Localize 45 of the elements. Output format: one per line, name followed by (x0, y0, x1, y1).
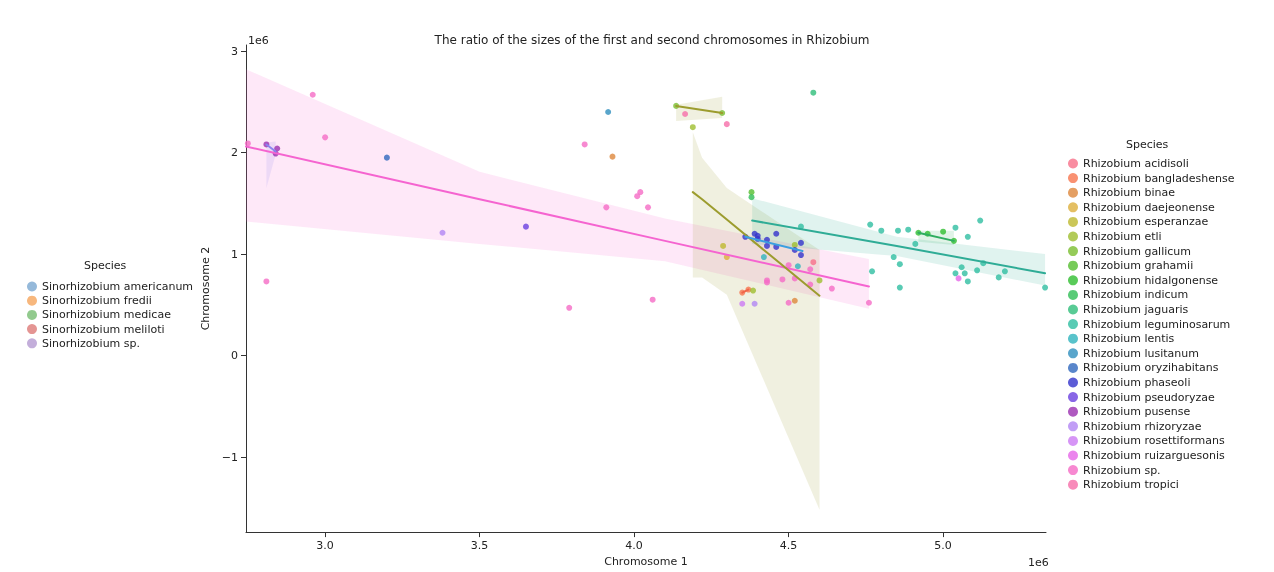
legend-label: Rhizobium esperanzae (1083, 215, 1209, 229)
y-axis-title: Chromosome 2 (198, 246, 212, 331)
legend-label: Rhizobium phaseoli (1083, 376, 1191, 389)
y-tick-label: 0 (231, 349, 238, 363)
legend-label: Rhizobium pusense (1083, 405, 1191, 419)
legend-label: Rhizobium lentis (1083, 332, 1175, 346)
y-tick-label: 3 (231, 44, 238, 58)
legend-label: Rhizobium acidisoli (1083, 157, 1189, 170)
legend-label: Rhizobium hidalgonense (1083, 273, 1219, 287)
x-axis-title: Chromosome 1 (604, 555, 688, 568)
legend-label: Rhizobium bangladeshense (1083, 171, 1235, 185)
x-tick-label: 5.0 (934, 539, 952, 553)
legend-label: Rhizobium gallicum (1083, 244, 1192, 258)
legend-label: Rhizobium rhizoryzae (1083, 419, 1202, 433)
legend-label: Sinorhizobium americanum (42, 280, 194, 293)
legend-title: Species (1126, 138, 1169, 151)
legend-label: Rhizobium rosettiformans (1083, 434, 1225, 448)
legend-label: Rhizobium daejeonense (1083, 200, 1215, 214)
legend-label: Rhizobium lusitanum (1083, 346, 1199, 360)
annotation: 1e6 (248, 34, 269, 47)
legend-label: Rhizobium etli (1083, 230, 1162, 243)
legend-label: Sinorhizobium sp. (42, 336, 141, 350)
y-tick-label: 1 (231, 247, 238, 261)
legend-label: Sinorhizobium medicae (42, 308, 172, 322)
legend-label: Rhizobium ruizarguesonis (1083, 449, 1225, 462)
y-tick-label: −1 (221, 450, 238, 464)
legend-label: Rhizobium indicum (1083, 288, 1189, 302)
text: 1e6 (1028, 556, 1049, 569)
legend-label: Rhizobium sp. (1083, 463, 1161, 477)
legend-title: Species (84, 259, 127, 272)
legend-label: Rhizobium pseudoryzae (1083, 390, 1216, 404)
x-tick-label: 4.5 (779, 539, 798, 553)
x-tick-label: 3.0 (316, 539, 334, 553)
legend-label: Sinorhizobium meliloti (42, 322, 165, 336)
legend-label: Rhizobium tropici (1083, 478, 1179, 492)
legend-label: Rhizobium oryzihabitans (1083, 361, 1219, 375)
legend-label: Rhizobium grahamii (1083, 259, 1194, 273)
legend-label: Rhizobium leguminosarum (1083, 317, 1231, 331)
chart-title: The ratio of the sizes of the first and second chromosomes in Rhizobium (433, 33, 870, 47)
legend-label: Rhizobium binae (1083, 186, 1176, 200)
legend-label: Sinorhizobium fredii (42, 294, 152, 308)
legend-label: Rhizobium jaguaris (1083, 303, 1189, 316)
x-tick-label: 4.0 (625, 539, 643, 553)
x-tick-label: 3.5 (470, 539, 489, 553)
y-tick-label: 2 (231, 146, 238, 160)
